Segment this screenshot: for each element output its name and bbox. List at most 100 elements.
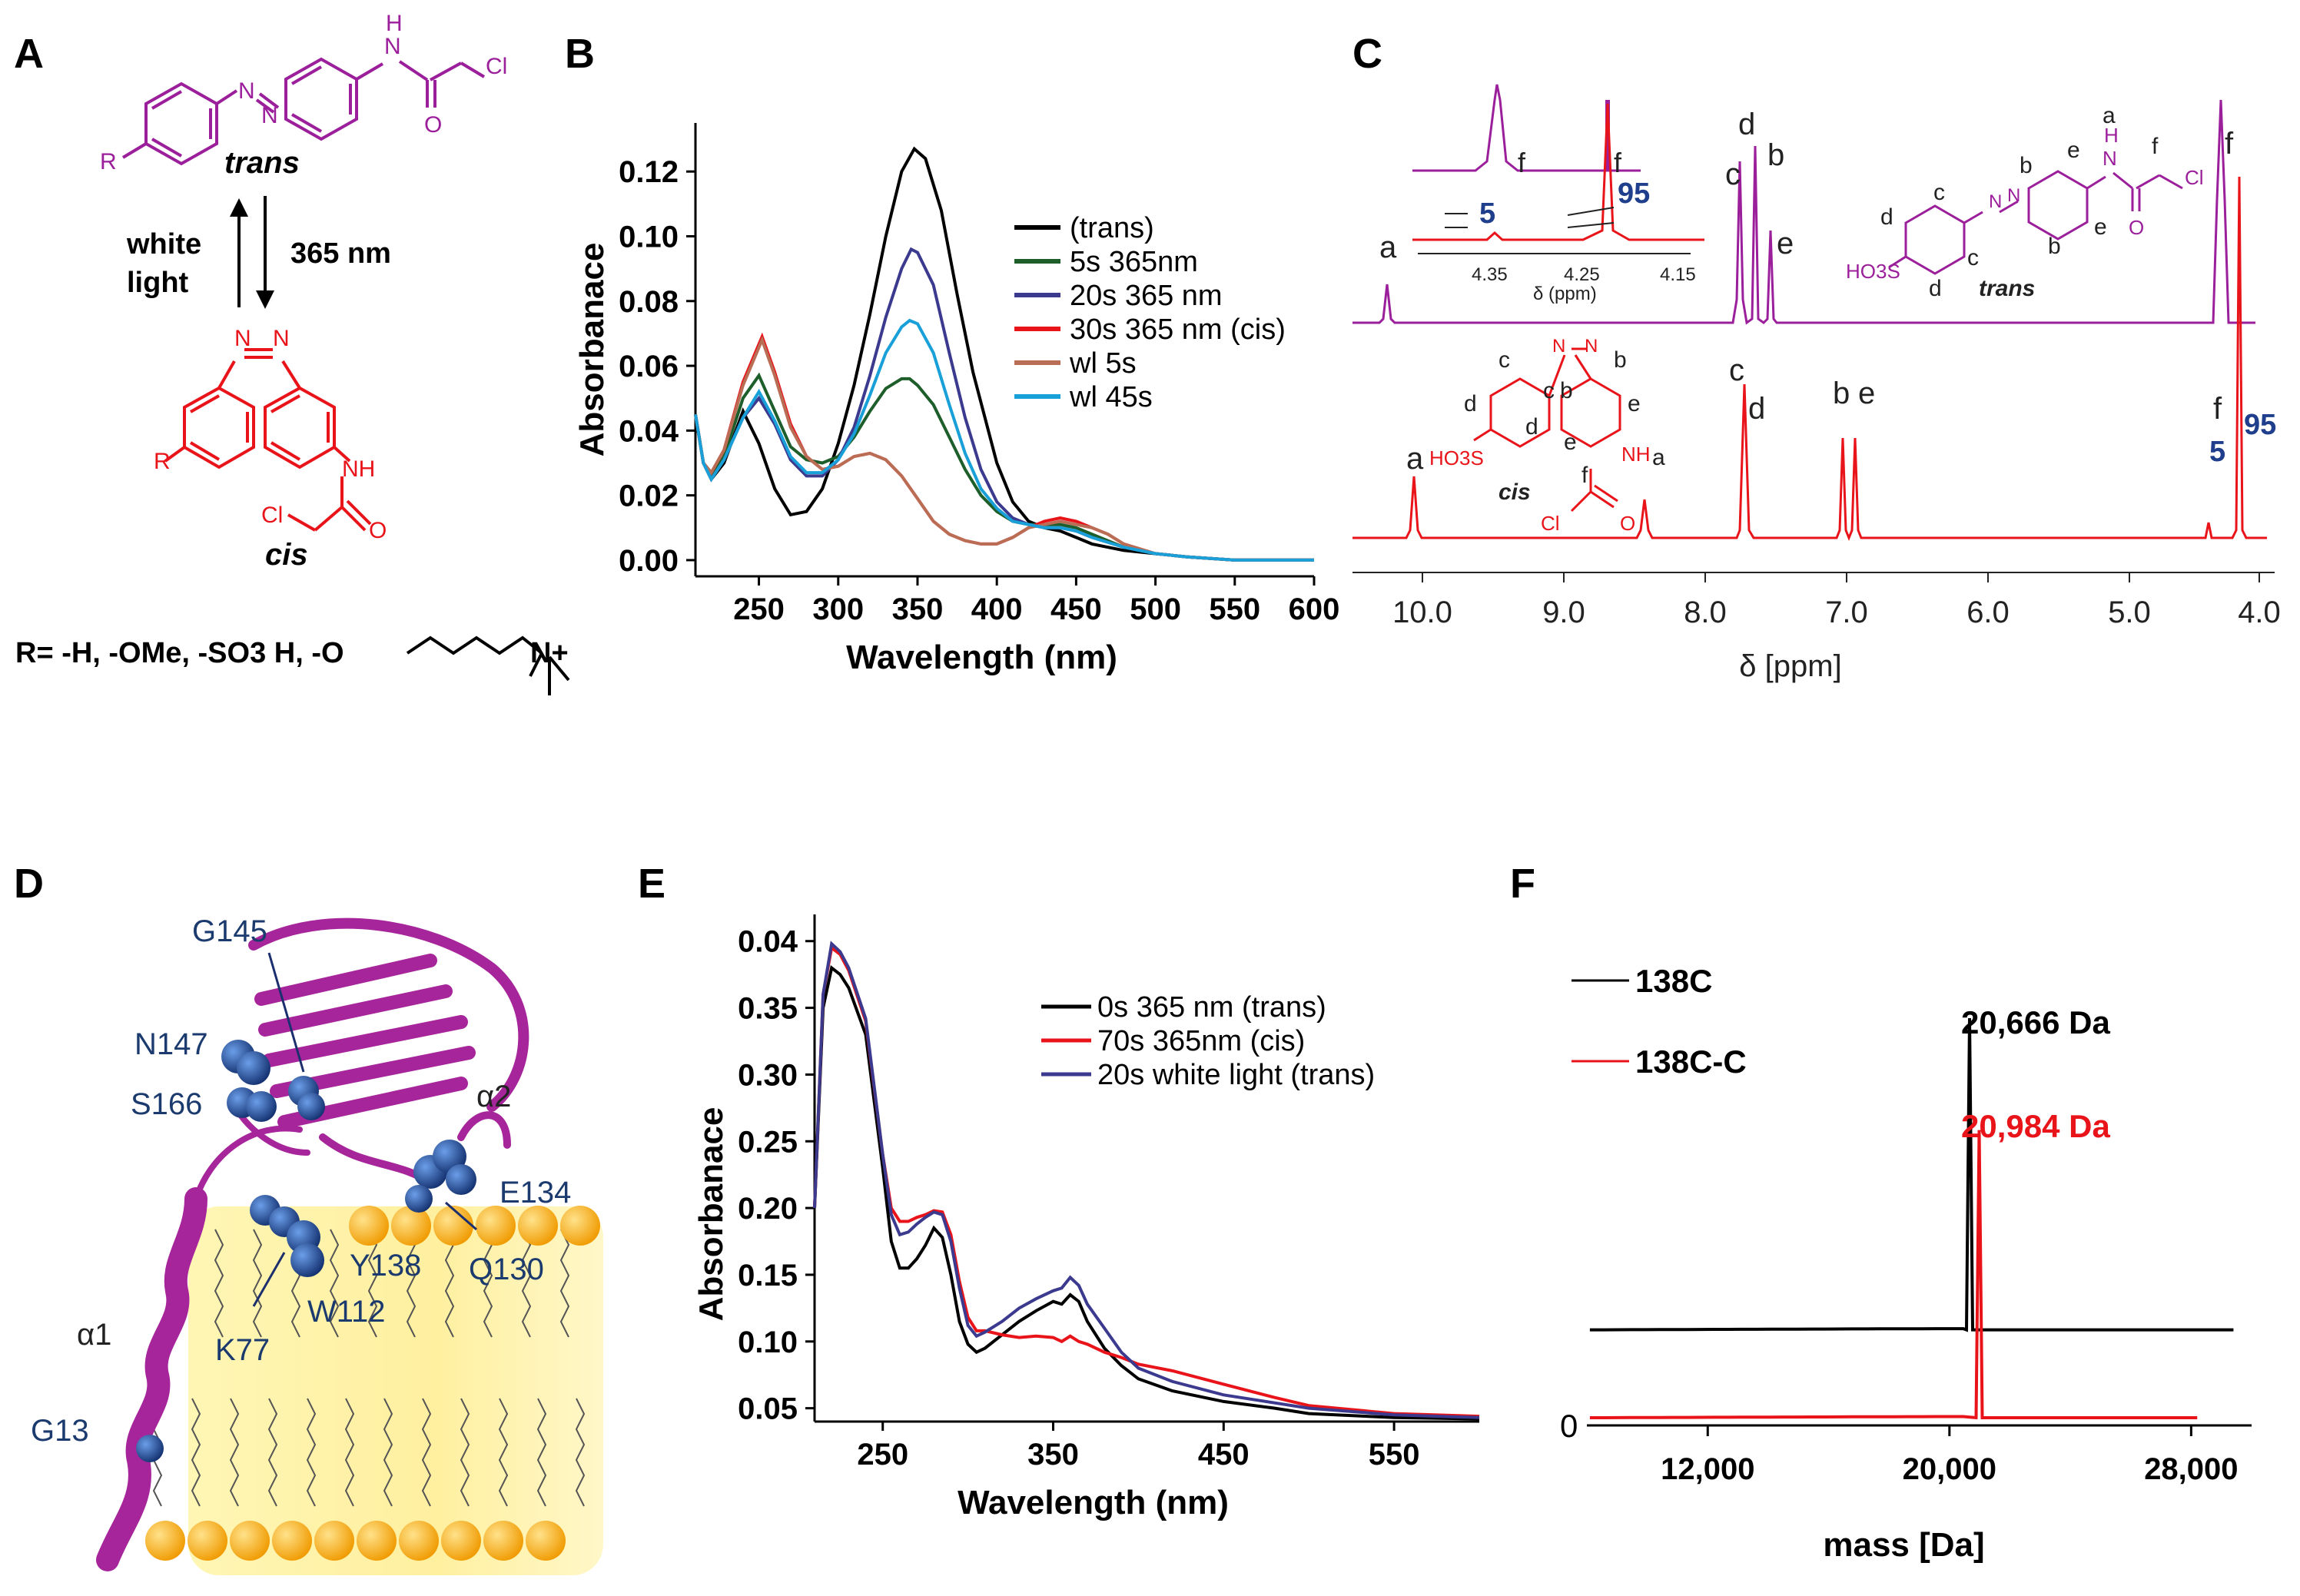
trans-label: trans: [224, 146, 300, 180]
cis-struct-n1: N: [1552, 336, 1565, 357]
inset-integral-brackets: [1445, 207, 1615, 228]
e-xtick-label: 550: [1369, 1438, 1420, 1472]
panel-label-b: B: [565, 31, 595, 77]
b-xtick-label: 400: [971, 592, 1023, 626]
e-xtick-label: 450: [1198, 1438, 1250, 1472]
e-series-line: [813, 941, 1480, 1419]
e-ytick-label: 0.25: [738, 1125, 798, 1159]
r-chain: [406, 635, 570, 695]
lipid-membrane: [145, 1206, 603, 1575]
cis-struct-c2: c: [1543, 378, 1555, 403]
cis-struct-b1: b: [1614, 347, 1627, 373]
f-series-line: [1589, 1130, 2198, 1420]
cis-peak-b: b: [1833, 377, 1850, 410]
trans-n1: N: [238, 78, 255, 104]
b-series-line: [694, 318, 1314, 562]
trans-so3h: HO3S: [1846, 260, 1900, 283]
trans-struct-h: H: [2104, 124, 2119, 147]
nmr-trans-structure: [1888, 170, 2183, 275]
cis-label: cis: [265, 538, 308, 572]
nmr-xlabel: δ [ppm]: [1739, 649, 1841, 683]
b-legend-label: wl 45s: [1069, 381, 1153, 413]
nmr-cis-structure: [1473, 347, 1621, 513]
nmr-xtick-1: 9.0: [1542, 596, 1585, 629]
cis-struct-d2: d: [1525, 414, 1538, 440]
residue-n147: N147: [134, 1027, 208, 1061]
trans-struct-d1: d: [1880, 204, 1893, 230]
b-series-line: [694, 372, 1314, 562]
nmr-xtick-3: 7.0: [1825, 596, 1868, 629]
b-ytick-label: 0.06: [619, 350, 679, 383]
cis-cl: Cl: [261, 503, 283, 528]
nmr-cis-spectrum: [1352, 176, 2267, 542]
e-ytick-label: 0.15: [738, 1259, 798, 1292]
panel-label-e: E: [638, 861, 665, 907]
cis-struct-c1: c: [1498, 347, 1510, 373]
panel-label-a: A: [14, 31, 44, 77]
b-series-line: [694, 146, 1314, 562]
trans-struct-f: f: [2152, 134, 2159, 159]
b-xtick-label: 500: [1130, 592, 1181, 626]
trans-struct-d2: d: [1929, 276, 1942, 301]
uv-label: 365 nm: [290, 237, 391, 270]
cis-so3h: HO3S: [1429, 446, 1484, 470]
e-ytick-label: 0.30: [738, 1058, 798, 1092]
f-xtick-label: 12,000: [1661, 1452, 1754, 1486]
residue-leader-lines: [252, 952, 477, 1307]
inset-integral-95: 95: [1618, 178, 1650, 210]
mass-label-138c-c: 20,984 Da: [1961, 1108, 2110, 1144]
cis-struct-e2: e: [1564, 430, 1577, 455]
trans-peak-b: b: [1767, 138, 1784, 172]
cis-nh: NH: [342, 456, 375, 482]
cis-struct-label: cis: [1498, 479, 1531, 505]
trans-n2: N: [261, 103, 278, 128]
trans-trace: [1352, 99, 2255, 325]
nmr-xtick-0: 10.0: [1392, 596, 1452, 629]
b-ytick-label: 0.12: [619, 155, 679, 189]
e-ytick-label: 0.04: [738, 925, 798, 959]
inset-tick-2: 4.25: [1564, 264, 1600, 285]
b-xtick-label: 600: [1289, 592, 1340, 626]
trans-peak-f: f: [2225, 127, 2234, 161]
inset-xlabel: δ (ppm): [1533, 284, 1597, 304]
e-ylabel: Absorbanace: [692, 1107, 730, 1322]
residue-k77: K77: [215, 1333, 270, 1367]
trans-struct-cl: Cl: [2185, 166, 2204, 189]
trans-molecule: [121, 57, 486, 166]
e-ytick-label: 0.35: [738, 992, 798, 1026]
panel-d: D: [14, 861, 603, 1575]
b-legend-label: 20s 365 nm: [1070, 280, 1223, 312]
f-xtick-label: 28,000: [2144, 1452, 2238, 1486]
cis-peak-f: f: [2213, 392, 2222, 426]
uv-vis-chart-b: 0.00 0.02 0.04 0.06 0.08 0.10 0.12 250 300 350 400…: [573, 123, 1339, 676]
panel-label-f: F: [1510, 861, 1535, 907]
trans-peak-d: d: [1738, 108, 1755, 141]
b-ylabel: Absorbanace: [573, 243, 611, 457]
inset-integral-5: 5: [1479, 197, 1495, 230]
panel-label-d: D: [14, 861, 44, 907]
trans-struct-o: O: [2129, 216, 2144, 239]
cis-integral-5: 5: [2209, 436, 2225, 468]
residue-w112: W112: [307, 1295, 386, 1329]
inset-trans-spectrum: [1412, 84, 1641, 172]
cis-n2: N: [273, 326, 290, 351]
trans-nh-h: H: [386, 11, 403, 36]
b-ytick-label: 0.02: [619, 479, 679, 513]
residue-g13: G13: [31, 1414, 89, 1448]
nmr-xtick-5: 5.0: [2108, 596, 2151, 629]
panel-a: A R N N N H O Cl trans: [14, 11, 570, 695]
b-ytick-label: 0.00: [619, 544, 679, 578]
mass-label-138c: 20,666 Da: [1961, 1004, 2110, 1040]
trans-r-atom: R: [100, 149, 117, 174]
trans-peak-a: a: [1379, 231, 1397, 264]
b-legend-label: 5s 365nm: [1070, 246, 1198, 278]
residue-e134: E134: [499, 1176, 571, 1209]
trans-peak-c: c: [1725, 158, 1741, 191]
trans-struct-n3: N: [2103, 147, 2117, 170]
trans-o: O: [424, 112, 442, 138]
cis-r-atom: R: [154, 449, 171, 474]
trans-struct-b2: b: [2048, 234, 2061, 259]
b-legend-label: wl 5s: [1069, 347, 1137, 380]
trans-nh-n: N: [384, 34, 401, 59]
b-xtick-label: 350: [892, 592, 944, 626]
